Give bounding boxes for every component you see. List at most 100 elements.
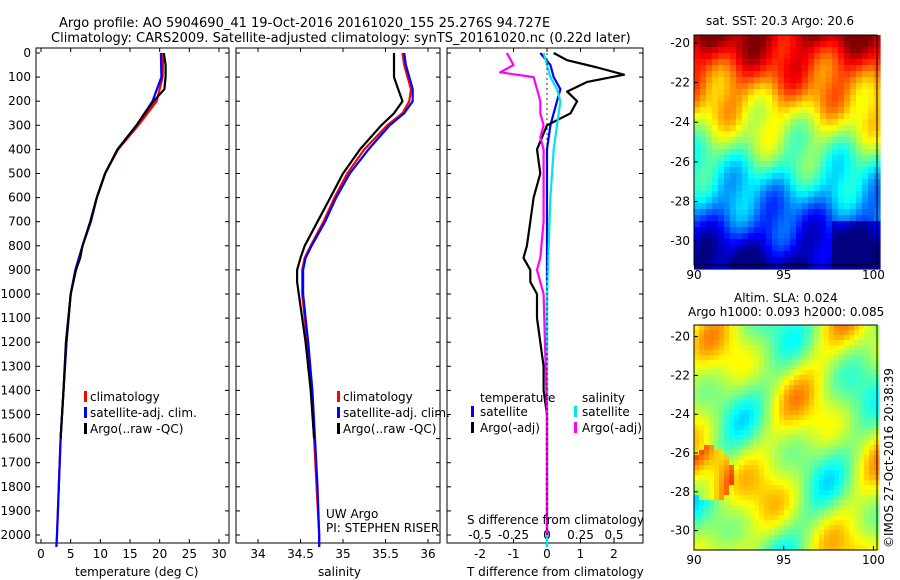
map-cell	[769, 410, 775, 416]
map-cell	[838, 209, 845, 216]
map-cell	[794, 480, 800, 486]
map-cell	[819, 435, 825, 441]
map-cell	[844, 209, 851, 216]
map-cell	[714, 445, 720, 451]
map-cell	[844, 47, 851, 54]
map-cell	[739, 330, 745, 336]
map-cell	[849, 410, 855, 416]
map-cell	[739, 345, 745, 351]
map-cell	[814, 515, 820, 521]
map-cell	[849, 435, 855, 441]
map-cell	[736, 149, 743, 156]
map-cell	[789, 430, 795, 436]
map-cell	[784, 385, 790, 391]
map-cell	[802, 101, 809, 108]
map-cell	[742, 233, 749, 240]
map-cell	[794, 370, 800, 376]
map-cell	[796, 197, 803, 204]
map-cell	[864, 445, 870, 451]
map-cell	[704, 325, 710, 331]
map-cell	[819, 370, 825, 376]
map-cell	[748, 161, 755, 168]
map-cell	[759, 360, 765, 366]
map-cell	[730, 197, 737, 204]
map-cell	[760, 215, 767, 222]
map-cell	[850, 137, 857, 144]
map-cell	[759, 390, 765, 396]
map-cell	[724, 125, 731, 132]
map-cell	[764, 350, 770, 356]
map-cell	[784, 500, 790, 506]
map-cell	[712, 155, 719, 162]
map-cell	[769, 495, 775, 501]
map-cell	[854, 425, 860, 431]
map-cell	[802, 83, 809, 90]
map-cell	[709, 500, 715, 506]
map-cell	[814, 425, 820, 431]
map-cell	[719, 540, 725, 546]
map-cell	[809, 430, 815, 436]
map-cell	[712, 35, 719, 42]
map-cell	[744, 430, 750, 436]
map-cell	[802, 143, 809, 150]
map-cell	[719, 470, 725, 476]
map-cell	[790, 167, 797, 174]
depth-tick-label: 900	[8, 263, 31, 277]
map-cell	[809, 440, 815, 446]
map-cell	[789, 335, 795, 341]
map-cell	[724, 245, 731, 252]
map-cell	[802, 119, 809, 126]
map-cell	[739, 400, 745, 406]
map-cell	[859, 455, 865, 461]
map-cell	[799, 535, 805, 541]
map-cell	[868, 95, 875, 102]
salinity-axes-frame	[235, 47, 441, 544]
map-cell	[834, 525, 840, 531]
map-cell	[734, 540, 740, 546]
map-cell	[844, 345, 850, 351]
map-cell	[804, 360, 810, 366]
map-cell	[734, 510, 740, 516]
map-cell	[859, 430, 865, 436]
map-cell	[739, 420, 745, 426]
map-cell	[778, 95, 785, 102]
map-cell	[754, 179, 761, 186]
map-cell	[694, 173, 701, 180]
map-cell	[856, 89, 863, 96]
map-cell	[814, 465, 820, 471]
map-cell	[839, 515, 845, 521]
map-cell	[829, 330, 835, 336]
map-cell	[766, 95, 773, 102]
map-cell	[774, 530, 780, 536]
map-cell	[760, 179, 767, 186]
map-cell	[868, 203, 875, 210]
map-cell	[814, 41, 821, 48]
map-cell	[834, 425, 840, 431]
map-cell	[844, 149, 851, 156]
map-cell	[759, 485, 765, 491]
map-cell	[808, 227, 815, 234]
map-cell	[844, 460, 850, 466]
map-cell	[718, 239, 725, 246]
map-cell	[802, 65, 809, 72]
map-cell	[829, 540, 835, 546]
map-cell	[826, 71, 833, 78]
map-cell	[856, 125, 863, 132]
map-cell	[809, 340, 815, 346]
map-cell	[760, 233, 767, 240]
map-cell	[712, 203, 719, 210]
map-cell	[834, 505, 840, 511]
map-cell	[789, 520, 795, 526]
map-cell	[862, 179, 869, 186]
map-cell	[838, 173, 845, 180]
map-cell	[868, 167, 875, 174]
map-cell	[704, 415, 710, 421]
map-cell	[838, 101, 845, 108]
map-cell	[869, 460, 875, 466]
map-cell	[799, 445, 805, 451]
map-cell	[734, 405, 740, 411]
map-cell	[839, 335, 845, 341]
map-cell	[766, 167, 773, 174]
map-cell	[802, 191, 809, 198]
map-cell	[814, 233, 821, 240]
